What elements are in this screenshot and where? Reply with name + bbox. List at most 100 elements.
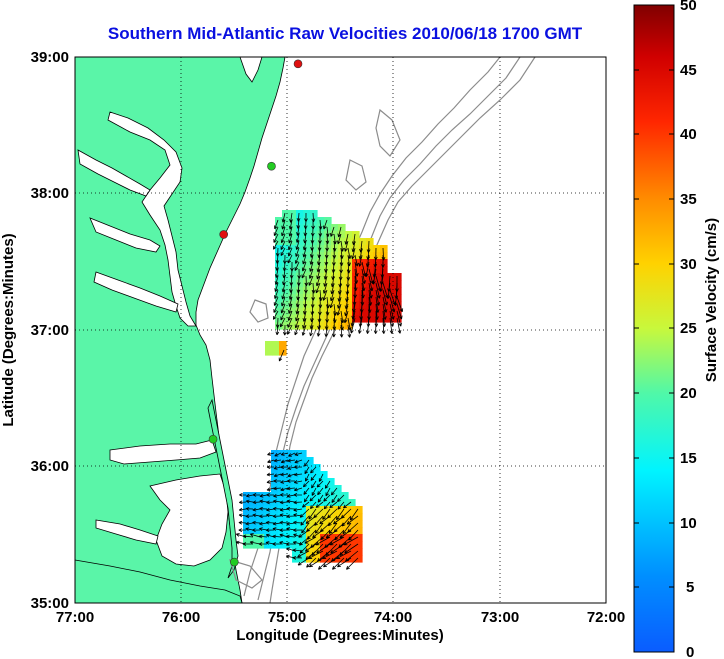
map-title: Southern Mid-Atlantic Raw Velocities 201… — [108, 24, 583, 43]
velocity-cell — [289, 210, 297, 218]
velocity-cell — [317, 322, 325, 330]
velocity-arrow — [286, 486, 296, 491]
velocity-cell — [296, 224, 304, 232]
velocity-cell — [324, 217, 332, 225]
velocity-cell — [387, 280, 395, 288]
velocity-cell — [299, 541, 307, 549]
velocity-cell — [299, 471, 307, 479]
velocity-arrow — [287, 324, 293, 335]
velocity-cell — [345, 294, 353, 302]
velocity-cell — [250, 513, 258, 521]
colorbar-tick-label: 10 — [680, 515, 697, 532]
velocity-cell — [327, 520, 335, 528]
velocity-arrow — [329, 296, 335, 309]
colorbar-tick-label: 0 — [686, 644, 694, 659]
velocity-cell — [265, 341, 273, 349]
velocity-cell — [338, 301, 346, 309]
colorbar-tick-label: 40 — [680, 126, 697, 143]
velocity-arrow — [302, 254, 307, 265]
velocity-cell — [345, 308, 353, 316]
velocity-cell — [324, 294, 332, 302]
y-tick-label: 36:00 — [31, 458, 69, 475]
velocity-arrow — [252, 520, 261, 525]
velocity-cell — [366, 245, 374, 253]
velocity-cell — [289, 301, 297, 309]
velocity-arrow — [273, 240, 279, 250]
velocity-cell — [373, 245, 381, 253]
velocity-arrow — [297, 550, 310, 558]
velocity-arrow — [343, 501, 352, 509]
velocity-arrow — [299, 543, 310, 554]
velocity-cell — [366, 266, 374, 274]
velocity-cell — [299, 555, 307, 563]
velocity-arrow — [293, 480, 303, 484]
velocity-cell — [289, 245, 297, 253]
velocity-arrow — [273, 233, 279, 243]
velocity-cell — [345, 315, 353, 323]
velocity-cell — [324, 273, 332, 281]
velocity-cell — [306, 464, 314, 472]
velocity-cell — [310, 280, 318, 288]
water-pamlico-sound — [149, 473, 229, 567]
y-tick-label: 39:00 — [31, 49, 69, 66]
velocity-cell — [345, 301, 353, 309]
velocity-arrow — [279, 513, 289, 518]
velocity-cell — [359, 266, 367, 274]
velocity-arrow — [323, 219, 328, 230]
velocity-arrow — [245, 493, 254, 498]
velocity-arrow — [286, 534, 296, 539]
velocity-cell — [310, 259, 318, 267]
velocity-cell — [257, 527, 265, 535]
velocity-cell — [334, 492, 342, 500]
velocity-cell — [338, 245, 346, 253]
velocity-arrow — [238, 528, 247, 532]
velocity-cell — [331, 224, 339, 232]
velocity-cell — [264, 534, 272, 542]
velocity-cell — [380, 280, 388, 288]
velocity-arrow — [259, 506, 268, 511]
velocity-arrow — [310, 466, 317, 474]
velocity-arrow — [337, 557, 352, 568]
velocity-arrow — [293, 533, 303, 538]
velocity-arrow — [245, 521, 254, 526]
velocity-cell — [275, 224, 283, 232]
velocity-arrow — [330, 543, 345, 554]
velocity-arrow — [303, 487, 310, 495]
velocity-cell — [296, 266, 304, 274]
velocity-cell — [359, 315, 367, 323]
velocity-cell — [296, 315, 304, 323]
velocity-arrow — [286, 521, 296, 526]
velocity-cell — [243, 499, 251, 507]
velocity-cell — [334, 499, 342, 507]
velocity-cell — [348, 534, 356, 542]
velocity-arrow — [346, 515, 359, 525]
velocity-cell — [380, 287, 388, 295]
velocity-cell — [380, 273, 388, 281]
velocity-arrow — [287, 254, 293, 264]
velocity-cell — [299, 499, 307, 507]
velocity-cell — [282, 294, 290, 302]
velocity-arrow — [272, 310, 279, 320]
velocity-cell — [331, 252, 339, 260]
velocity-cell — [310, 315, 318, 323]
velocity-arrow — [358, 254, 363, 267]
velocity-cell — [292, 457, 300, 465]
velocity-cell — [310, 210, 318, 218]
velocity-cell — [341, 506, 349, 514]
velocity-arrow — [288, 452, 296, 457]
velocity-arrow — [292, 555, 303, 560]
velocity-cell — [320, 541, 328, 549]
velocity-cell — [285, 499, 293, 507]
velocity-arrow — [266, 487, 275, 492]
velocity-cell — [303, 224, 311, 232]
velocity-cell — [250, 541, 258, 549]
velocity-cell — [345, 252, 353, 260]
velocity-cell — [310, 238, 318, 246]
velocity-arrow — [323, 501, 331, 510]
velocity-cell — [373, 252, 381, 260]
velocity-cell — [313, 492, 321, 500]
velocity-cell — [243, 527, 251, 535]
velocity-cell — [338, 266, 346, 274]
velocity-cell — [303, 231, 311, 239]
velocity-cell — [345, 280, 353, 288]
